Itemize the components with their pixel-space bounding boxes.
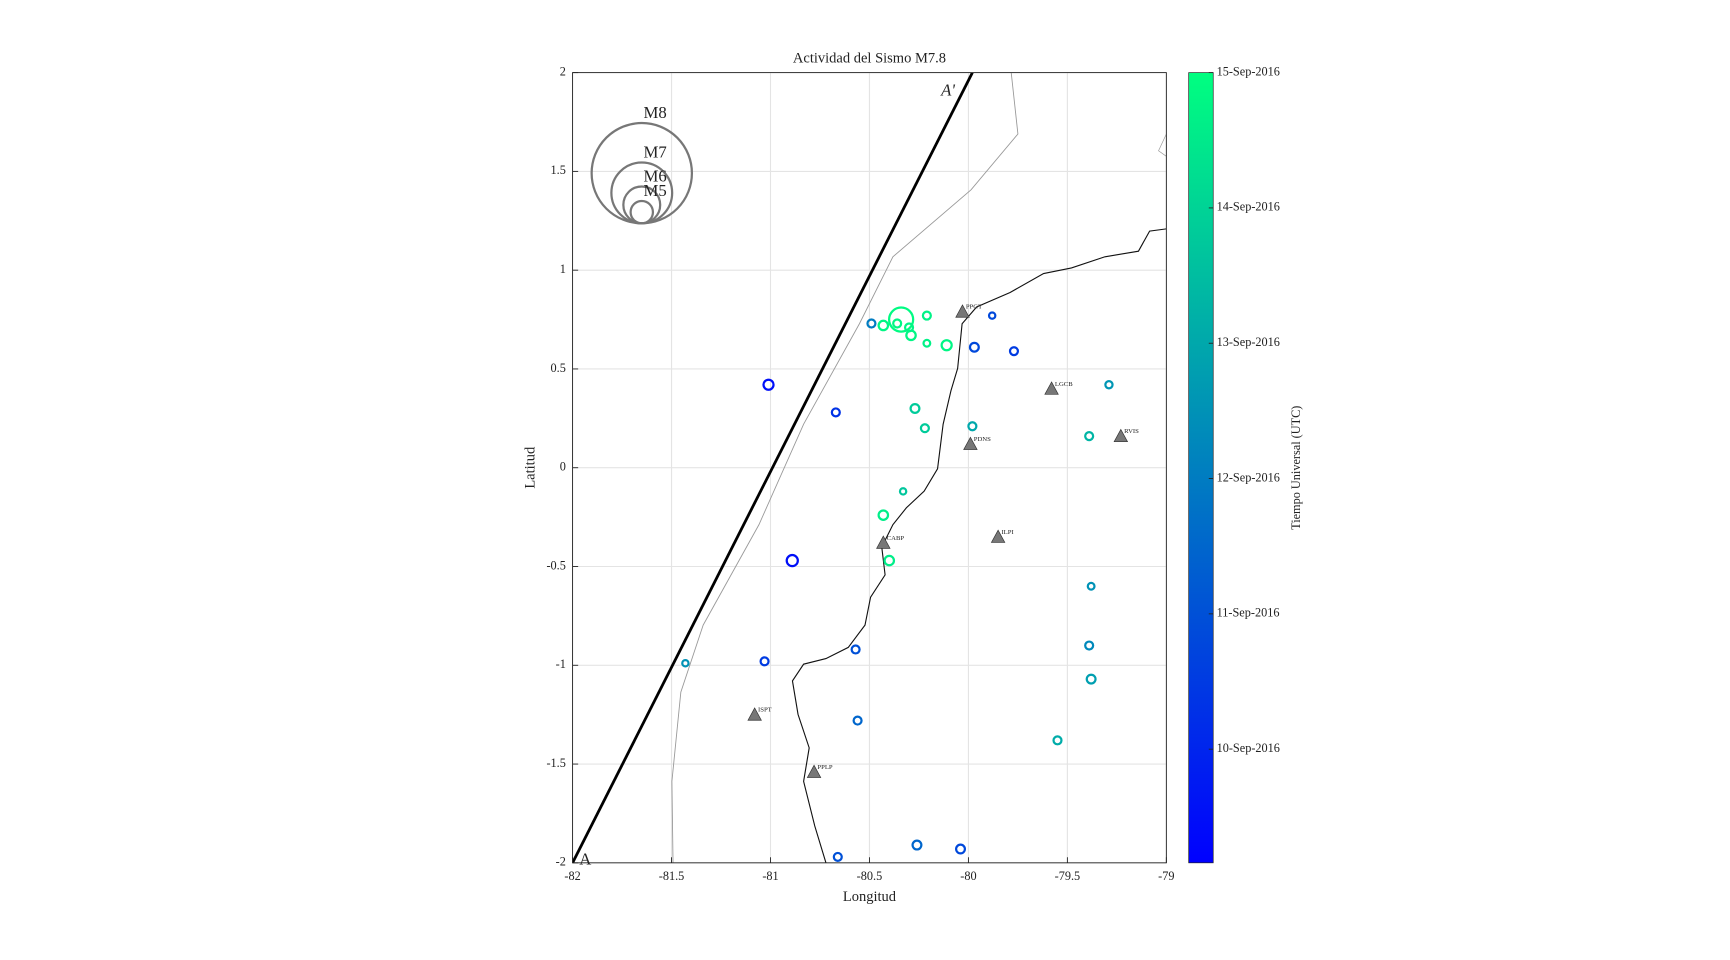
y-tick-label: 1.5	[551, 163, 566, 177]
event	[1052, 735, 1063, 746]
station-label: LGCB	[1055, 381, 1073, 388]
event	[883, 554, 896, 567]
event	[987, 311, 997, 320]
event	[940, 339, 953, 352]
event	[877, 319, 890, 332]
event	[762, 378, 775, 391]
event	[850, 644, 861, 655]
profile-end-label: A'	[940, 80, 955, 99]
marks: PPGT LGCB RVIS PDNS CABP ILPI ISPT PPLP	[572, 72, 1139, 863]
station	[963, 436, 978, 450]
station	[806, 764, 822, 778]
station-label: PPLP	[817, 764, 833, 771]
x-tick-label: -81	[762, 869, 778, 883]
event	[921, 310, 932, 321]
event	[866, 318, 877, 329]
colorbar	[1188, 72, 1214, 864]
event	[1086, 581, 1096, 591]
y-tick-label: -1	[556, 657, 566, 671]
station-label: RVIS	[1124, 428, 1139, 435]
event	[877, 509, 890, 521]
x-tick-label: -81.5	[659, 869, 685, 883]
coastline-detail	[1158, 133, 1167, 157]
x-tick-label: -79.5	[1055, 869, 1081, 883]
event	[905, 329, 917, 342]
station-label: ILPI	[1001, 529, 1013, 536]
station	[955, 304, 970, 318]
event	[909, 402, 921, 414]
y-tick-label: 0.5	[551, 361, 566, 375]
event	[1084, 431, 1095, 442]
event	[852, 715, 863, 726]
event	[832, 851, 843, 862]
size-legend-label: M7	[644, 142, 667, 161]
colorbar-tick-label: 11-Sep-2016	[1217, 606, 1280, 620]
event	[1008, 346, 1020, 357]
y-tick-label: -2	[556, 855, 566, 869]
station	[747, 707, 762, 721]
colorbar-tick-label: 13-Sep-2016	[1217, 335, 1280, 349]
event	[968, 341, 980, 353]
profile-start-label: A	[579, 849, 591, 868]
event	[967, 421, 978, 432]
station-label: PPGT	[966, 304, 982, 311]
x-axis-label: Longitud	[843, 889, 897, 905]
event	[1104, 380, 1114, 390]
event	[830, 407, 841, 418]
y-tick-label: -1.5	[546, 756, 565, 770]
event	[785, 553, 799, 568]
station-label: PDNS	[974, 436, 991, 443]
station	[1044, 381, 1059, 395]
size-legend-label: M5	[644, 181, 667, 200]
y-tick-label: 0	[560, 460, 566, 474]
colorbar-tick-label: 10-Sep-2016	[1217, 741, 1280, 755]
station	[876, 535, 891, 549]
event	[919, 423, 930, 434]
colorbar-tick-label: 12-Sep-2016	[1217, 470, 1280, 484]
event	[911, 839, 923, 851]
station-label: ISPT	[758, 707, 772, 714]
event	[1085, 673, 1097, 685]
x-tick-label: -80	[960, 869, 976, 883]
event	[922, 338, 932, 348]
colorbar-label: Tiempo Universal (UTC)	[1289, 406, 1303, 530]
y-axis-label: Latitud	[523, 446, 539, 489]
y-tick-label: 2	[560, 64, 566, 78]
y-tick-label: -0.5	[546, 558, 565, 572]
event	[898, 487, 908, 496]
station	[1113, 428, 1129, 443]
event	[955, 843, 967, 855]
colorbar-tick-label: 14-Sep-2016	[1217, 200, 1280, 214]
station-label: CABP	[887, 535, 905, 542]
event	[1084, 640, 1095, 651]
event	[892, 318, 903, 329]
coastline	[791, 228, 1167, 863]
chart-title: Actividad del Sismo M7.8	[793, 51, 946, 67]
station	[990, 529, 1006, 543]
size-legend-label: M6	[644, 166, 667, 185]
event	[759, 656, 770, 667]
x-tick-label: -80.5	[857, 869, 883, 883]
y-tick-label: 1	[560, 262, 566, 276]
size-legend-label: M8	[644, 103, 667, 122]
event	[681, 659, 690, 668]
colorbar-tick-label: 15-Sep-2016	[1217, 64, 1280, 78]
size-legend-circle	[629, 199, 655, 225]
x-tick-label: -82	[564, 869, 580, 883]
trench	[671, 72, 1019, 863]
profile-line	[572, 72, 974, 863]
x-tick-label: -79	[1158, 869, 1174, 883]
basemap	[671, 72, 1167, 863]
event	[887, 306, 915, 333]
